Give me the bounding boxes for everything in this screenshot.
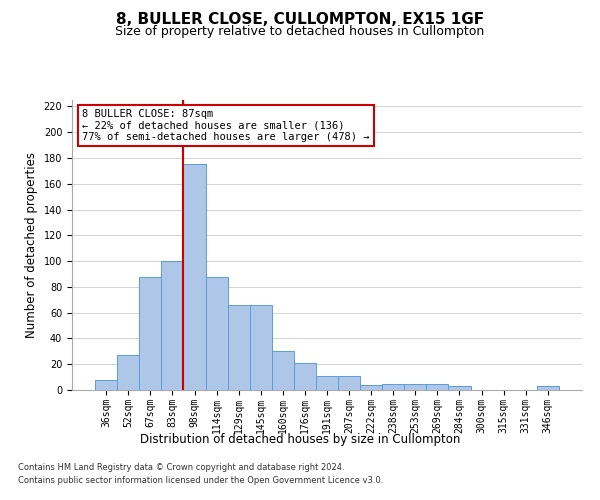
Bar [427, 384, 448, 390]
Text: Distribution of detached houses by size in Cullompton: Distribution of detached houses by size … [140, 432, 460, 446]
Bar [250, 305, 272, 390]
Bar [360, 385, 382, 390]
Bar [206, 276, 227, 390]
Text: 8, BULLER CLOSE, CULLOMPTON, EX15 1GF: 8, BULLER CLOSE, CULLOMPTON, EX15 1GF [116, 12, 484, 28]
Text: Contains HM Land Registry data © Crown copyright and database right 2024.: Contains HM Land Registry data © Crown c… [18, 464, 344, 472]
Bar [382, 384, 404, 390]
Bar [448, 386, 470, 390]
Bar [294, 363, 316, 390]
Text: 8 BULLER CLOSE: 87sqm
← 22% of detached houses are smaller (136)
77% of semi-det: 8 BULLER CLOSE: 87sqm ← 22% of detached … [82, 108, 370, 142]
Bar [161, 261, 184, 390]
Bar [95, 380, 117, 390]
Bar [537, 386, 559, 390]
Y-axis label: Number of detached properties: Number of detached properties [25, 152, 38, 338]
Bar [227, 305, 250, 390]
Text: Contains public sector information licensed under the Open Government Licence v3: Contains public sector information licen… [18, 476, 383, 485]
Bar [272, 352, 294, 390]
Bar [404, 384, 427, 390]
Text: Size of property relative to detached houses in Cullompton: Size of property relative to detached ho… [115, 25, 485, 38]
Bar [184, 164, 206, 390]
Bar [338, 376, 360, 390]
Bar [316, 376, 338, 390]
Bar [139, 276, 161, 390]
Bar [117, 355, 139, 390]
